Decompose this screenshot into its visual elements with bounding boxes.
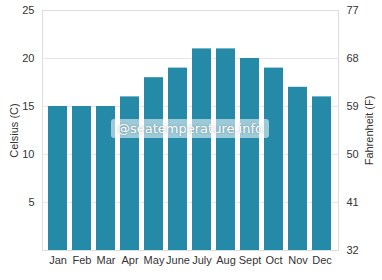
svg-text:68: 68 <box>347 52 359 64</box>
svg-text:Nov: Nov <box>288 254 308 266</box>
html-text:@seatemperature.info: @seatemperature.info <box>117 121 263 136</box>
svg-text:Jan: Jan <box>49 254 67 266</box>
svg-text:32: 32 <box>347 244 359 256</box>
svg-text:Sept: Sept <box>239 254 262 266</box>
svg-text:20: 20 <box>22 52 34 64</box>
svg-text:Apr: Apr <box>121 254 138 266</box>
svg-text:15: 15 <box>22 100 34 112</box>
svg-text:50: 50 <box>347 148 359 160</box>
svg-text:Mar: Mar <box>97 254 116 266</box>
svg-text:5: 5 <box>28 196 34 208</box>
svg-text:Fahrenheit (F): Fahrenheit (F) <box>363 96 375 166</box>
svg-text:10: 10 <box>22 148 34 160</box>
svg-text:Celsius (C): Celsius (C) <box>8 103 20 157</box>
svg-text:July: July <box>192 254 212 266</box>
svg-text:41: 41 <box>347 196 359 208</box>
svg-text:May: May <box>144 254 165 266</box>
svg-text:77: 77 <box>347 4 359 16</box>
svg-text:Aug: Aug <box>216 254 236 266</box>
svg-text:59: 59 <box>347 100 359 112</box>
svg-text:June: June <box>166 254 190 266</box>
svg-text:Feb: Feb <box>73 254 92 266</box>
svg-text:Dec: Dec <box>312 254 332 266</box>
svg-text:Oct: Oct <box>265 254 282 266</box>
svg-text:25: 25 <box>22 4 34 16</box>
